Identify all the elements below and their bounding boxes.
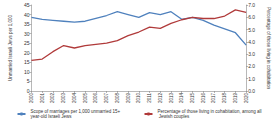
svg-text:2020: 2020 [244,93,249,104]
svg-text:2000: 2000 [29,93,34,104]
svg-text:Scope of marriages per 1,000 u: Scope of marriages per 1,000 unmarried 1… [30,109,122,114]
svg-text:0: 0 [26,88,30,94]
svg-text:2007: 2007 [104,93,109,104]
svg-text:2018: 2018 [222,93,227,104]
svg-text:35: 35 [24,21,30,27]
svg-text:2001: 2001 [40,93,45,104]
svg-text:2008: 2008 [115,93,120,104]
svg-text:4.0: 4.0 [248,39,255,45]
svg-text:25: 25 [24,40,30,46]
svg-text:2004: 2004 [72,93,77,104]
svg-text:2.0: 2.0 [248,63,255,69]
svg-text:2017: 2017 [211,93,216,104]
svg-text:2016: 2016 [201,93,206,104]
svg-text:2014: 2014 [179,93,184,104]
svg-text:2006: 2006 [93,93,98,104]
svg-text:2009: 2009 [126,93,131,104]
svg-text:15: 15 [24,59,30,65]
svg-text:2010: 2010 [136,93,141,104]
svg-text:30: 30 [24,31,30,37]
svg-text:Unmarried Israeli Jews per 1,0: Unmarried Israeli Jews per 1,000 [8,14,13,81]
svg-text:1.0: 1.0 [248,76,255,82]
svg-text:10: 10 [24,69,30,75]
svg-text:6.0: 6.0 [248,14,255,20]
svg-text:3.0: 3.0 [248,51,255,57]
svg-text:45: 45 [24,2,30,8]
svg-text:2019: 2019 [233,93,238,104]
svg-text:0.0: 0.0 [248,88,255,94]
svg-text:2015: 2015 [190,93,195,104]
svg-text:40: 40 [24,12,30,18]
svg-text:2003: 2003 [61,93,66,104]
svg-text:2012: 2012 [158,93,163,104]
svg-text:Percentage of those living in: Percentage of those living in cohabitati… [266,7,271,90]
svg-text:year-old Israeli Jews: year-old Israeli Jews [31,114,73,119]
svg-text:2011: 2011 [147,93,152,103]
svg-text:2005: 2005 [83,93,88,104]
svg-text:Percentage of those living in: Percentage of those living in cohabitati… [157,109,262,114]
svg-text:2013: 2013 [169,93,174,104]
svg-text:7.0: 7.0 [248,2,255,8]
svg-text:5.0: 5.0 [248,27,255,33]
svg-text:2002: 2002 [50,93,55,104]
svg-text:20: 20 [24,50,30,56]
svg-text:Jewish couples: Jewish couples [158,114,191,119]
svg-text:5: 5 [27,78,30,84]
